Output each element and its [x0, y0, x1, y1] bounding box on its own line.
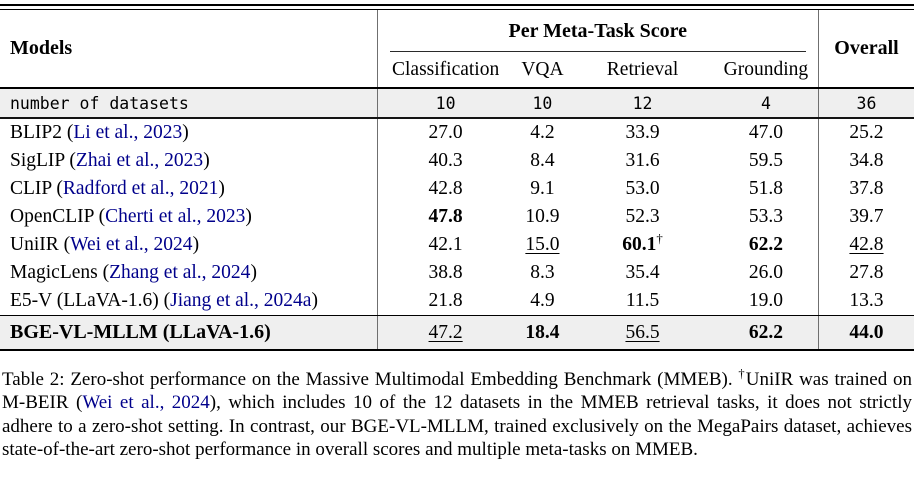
- score-cell: 10.9: [525, 206, 560, 227]
- score-cell: 47.8: [376, 203, 514, 231]
- highlight-row-container: BGE-VL-MLLM (LLaVA-1.6) 47.2 18.4 56.5 62.2 4…: [0, 316, 914, 349]
- model-name: CLIP (Radford et al., 2021): [10, 178, 225, 199]
- score-cell: 59.5: [748, 150, 783, 171]
- score-cell: 52.3: [625, 206, 660, 227]
- score-cell: 42.8: [818, 231, 914, 259]
- header-separator-rule: [0, 87, 914, 89]
- table-bottom-rule: [0, 349, 914, 351]
- score-cell: 35.4: [625, 262, 660, 283]
- model-name: OpenCLIP (Cherti et al., 2023): [10, 206, 252, 227]
- table-body: BLIP2 (Li et al., 2023) 27.0 4.2 33.9 47.0 25…: [0, 119, 914, 315]
- score-cell: 51.8: [748, 178, 783, 199]
- citation-link[interactable]: Wei et al., 2024: [70, 234, 193, 255]
- score-cell: 27.0: [376, 119, 514, 147]
- score-cell: 11.5: [625, 290, 660, 311]
- column-header-overall: Overall: [818, 10, 914, 87]
- model-name: BLIP2 (Li et al., 2023): [10, 122, 189, 143]
- table-header: Models Per Meta-Task Score Overall Class…: [0, 10, 914, 87]
- score-cell: 62.2: [748, 234, 783, 255]
- score-cell: 8.4: [530, 150, 555, 171]
- score-cell: 27.8: [818, 259, 914, 287]
- score-cell: 42.8: [376, 175, 514, 203]
- score-cell: 9.1: [530, 178, 555, 199]
- citation-link[interactable]: Li et al., 2023: [73, 122, 183, 143]
- column-header-vqa: VQA: [521, 58, 564, 80]
- score-cell: 53.0: [625, 178, 660, 199]
- table-row: MagicLens (Zhang et al., 2024) 38.8 8.3 35.…: [0, 259, 914, 287]
- score-cell: 53.3: [748, 206, 783, 227]
- table-row: BLIP2 (Li et al., 2023) 27.0 4.2 33.9 47.0 25…: [0, 119, 914, 147]
- citation-link[interactable]: Jiang et al., 2024a: [170, 290, 312, 311]
- score-cell: 21.8: [376, 287, 514, 315]
- score-cell: 62.2: [748, 321, 783, 343]
- score-cell: 34.8: [818, 147, 914, 175]
- score-cell: 8.3: [530, 262, 555, 283]
- score-cell: 56.5: [625, 321, 660, 343]
- table-caption: Table 2: Zero-shot performance on the Ma…: [2, 366, 913, 462]
- column-header-grounding: Grounding: [723, 58, 809, 80]
- score-cell: 13.3: [818, 287, 914, 315]
- score-cell: 39.7: [818, 203, 914, 231]
- datasets-count-row: number of datasets 10 10 12 4 36: [0, 89, 914, 117]
- model-name: E5-V (LLaVA-1.6) (Jiang et al., 2024a): [10, 290, 318, 311]
- table-row: SigLIP (Zhai et al., 2023) 40.3 8.4 31.6 59.…: [0, 147, 914, 175]
- datasets-count-grounding: 4: [760, 93, 771, 113]
- model-name: MagicLens (Zhang et al., 2024): [10, 262, 257, 283]
- caption-text: UniIR was trained on M-BEIR (: [2, 369, 913, 414]
- score-cell: 33.9: [625, 122, 660, 143]
- score-cell: 37.8: [818, 175, 914, 203]
- score-cell: 31.6: [625, 150, 660, 171]
- score-cell: 44.0: [818, 316, 914, 349]
- dagger-marker: †: [738, 366, 746, 381]
- final-row-separator-rule: [0, 315, 914, 316]
- citation-link[interactable]: Zhang et al., 2024: [109, 262, 251, 283]
- caption-text: ), which includes 10 of the 12 datasets …: [2, 392, 912, 461]
- model-name: BGE-VL-MLLM (LLaVA-1.6): [10, 321, 271, 343]
- column-header-retrieval: Retrieval: [606, 58, 679, 80]
- datasets-count-classification: 10: [376, 89, 514, 117]
- citation-link[interactable]: Wei et al., 2024: [82, 392, 210, 414]
- score-cell: 4.9: [530, 290, 555, 311]
- dagger-marker: †: [656, 231, 663, 246]
- score-cell: 4.2: [530, 122, 555, 143]
- score-cell: 26.0: [748, 262, 783, 283]
- results-table: Models Per Meta-Task Score Overall Class…: [0, 4, 914, 351]
- table-row: CLIP (Radford et al., 2021) 42.8 9.1 53.0 51…: [0, 175, 914, 203]
- model-name: UniIR (Wei et al., 2024): [10, 234, 200, 255]
- table-row: OpenCLIP (Cherti et al., 2023) 47.8 10.9 52…: [0, 203, 914, 231]
- score-cell: 42.1: [376, 231, 514, 259]
- datasets-separator-rule: [0, 117, 914, 119]
- table-row: E5-V (LLaVA-1.6) (Jiang et al., 2024a) 21…: [0, 287, 914, 315]
- citation-link[interactable]: Cherti et al., 2023: [105, 206, 246, 227]
- score-cell: 15.0: [525, 234, 560, 255]
- score-cell: 25.2: [818, 119, 914, 147]
- datasets-count-vqa: 10: [532, 93, 553, 113]
- model-name: SigLIP (Zhai et al., 2023): [10, 150, 210, 171]
- column-header-models: Models: [10, 37, 73, 59]
- citation-link[interactable]: Radford et al., 2021: [62, 178, 219, 199]
- column-header-classification: Classification: [376, 52, 514, 87]
- datasets-count-retrieval: 12: [632, 93, 653, 113]
- score-cell: 47.2: [376, 316, 514, 349]
- table-top-rule: [0, 4, 914, 10]
- caption-text: Table 2: Zero-shot performance on the Ma…: [2, 369, 739, 390]
- datasets-count-overall: 36: [818, 89, 914, 117]
- score-cell: 19.0: [748, 290, 783, 311]
- score-cell: 38.8: [376, 259, 514, 287]
- score-cell: 47.0: [748, 122, 783, 143]
- score-cell: 18.4: [525, 321, 560, 343]
- column-group-header: Per Meta-Task Score: [376, 10, 818, 52]
- score-cell: 60.1†: [622, 231, 663, 255]
- datasets-row-label: number of datasets: [10, 93, 189, 113]
- table-row: BGE-VL-MLLM (LLaVA-1.6) 47.2 18.4 56.5 62.2 4…: [0, 316, 914, 349]
- score-cell: 40.3: [376, 147, 514, 175]
- citation-link[interactable]: Zhai et al., 2023: [75, 150, 204, 171]
- table-row: UniIR (Wei et al., 2024) 42.1 15.0 60.1† 62.…: [0, 231, 914, 259]
